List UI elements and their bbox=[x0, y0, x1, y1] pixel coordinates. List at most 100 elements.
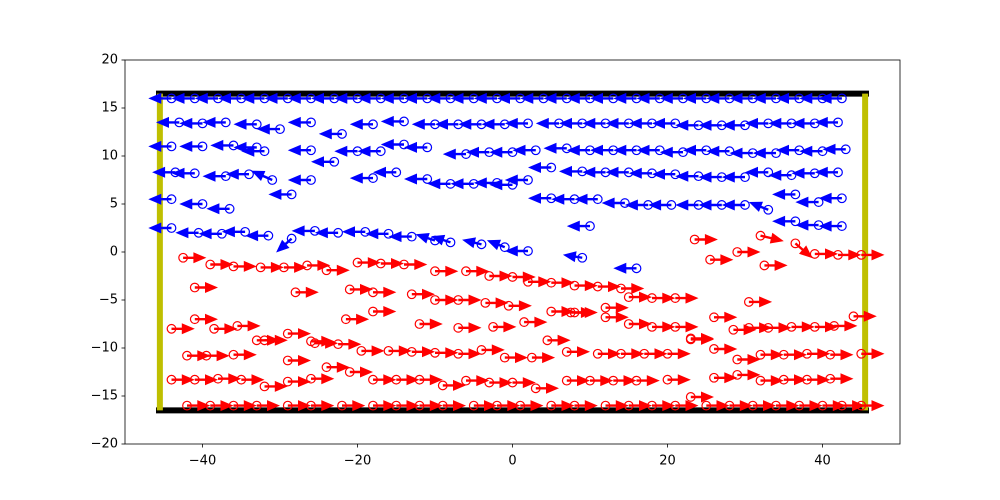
particle bbox=[220, 117, 231, 128]
particle bbox=[813, 197, 824, 207]
velocity-arrow bbox=[830, 373, 854, 385]
velocity-arrow bbox=[218, 92, 242, 104]
velocity-arrow bbox=[214, 323, 238, 335]
particle bbox=[251, 400, 262, 411]
velocity-arrow bbox=[706, 145, 730, 157]
velocity-arrow bbox=[156, 116, 180, 128]
particle bbox=[790, 238, 801, 249]
particle bbox=[507, 272, 518, 282]
velocity-arrow bbox=[795, 219, 819, 231]
velocity-arrow bbox=[241, 374, 265, 386]
y-tick-label: −5 bbox=[99, 293, 118, 308]
particle bbox=[290, 287, 301, 298]
particle bbox=[530, 145, 541, 156]
velocity-arrow bbox=[535, 382, 559, 394]
velocity-arrow bbox=[388, 345, 412, 357]
velocity-arrow bbox=[768, 169, 792, 181]
velocity-arrow bbox=[473, 400, 497, 412]
particle bbox=[685, 334, 696, 345]
velocity-arrow bbox=[489, 270, 513, 282]
velocity-arrow bbox=[752, 400, 776, 412]
velocity-arrow bbox=[427, 92, 451, 104]
velocity-arrow bbox=[245, 230, 269, 242]
particle bbox=[561, 346, 572, 357]
velocity-arrow bbox=[264, 92, 288, 104]
particle bbox=[623, 400, 634, 411]
velocity-arrow bbox=[737, 246, 761, 258]
x-tick-label: 40 bbox=[814, 454, 831, 469]
particle bbox=[503, 300, 514, 311]
particle bbox=[437, 380, 448, 391]
particle bbox=[763, 322, 774, 333]
particle bbox=[368, 400, 378, 411]
velocity-arrow bbox=[694, 234, 718, 245]
particle bbox=[577, 252, 588, 263]
particle bbox=[251, 119, 262, 130]
particle bbox=[755, 230, 766, 241]
particle bbox=[701, 400, 712, 411]
velocity-arrow bbox=[524, 316, 548, 328]
velocity-arrow bbox=[314, 337, 339, 349]
particle bbox=[523, 246, 533, 256]
velocity-arrow bbox=[442, 379, 466, 391]
particle bbox=[406, 346, 417, 357]
velocity-arrow bbox=[481, 344, 505, 356]
particle bbox=[182, 400, 192, 411]
velocity-arrow bbox=[772, 188, 796, 200]
particle bbox=[368, 306, 378, 317]
particle bbox=[585, 221, 595, 231]
y-tick-label: 15 bbox=[101, 101, 118, 116]
particle bbox=[647, 321, 657, 332]
velocity-arrow bbox=[613, 375, 637, 387]
velocity-arrow bbox=[652, 321, 676, 333]
velocity-arrow bbox=[799, 400, 823, 412]
velocity-arrow bbox=[535, 117, 559, 129]
velocity-arrow bbox=[807, 374, 831, 386]
velocity-arrow bbox=[466, 375, 490, 387]
velocity-arrow bbox=[202, 116, 226, 128]
velocity-arrow bbox=[256, 123, 280, 135]
particle bbox=[833, 117, 843, 128]
particle bbox=[825, 373, 836, 384]
velocity-arrow bbox=[760, 232, 784, 244]
particle bbox=[631, 263, 642, 274]
velocity-arrow bbox=[613, 262, 637, 274]
y-tick-label: −15 bbox=[91, 389, 118, 404]
velocity-arrow bbox=[721, 199, 745, 211]
velocity-arrow bbox=[264, 380, 288, 392]
velocity-arrow bbox=[794, 242, 813, 259]
particle bbox=[616, 348, 626, 359]
velocity-arrow bbox=[419, 374, 443, 386]
velocity-arrow bbox=[435, 294, 459, 306]
particle bbox=[178, 252, 189, 263]
particle bbox=[546, 277, 557, 288]
velocity-arrow bbox=[776, 144, 800, 156]
particle bbox=[794, 400, 805, 411]
velocity-arrow bbox=[551, 277, 575, 289]
particle bbox=[344, 284, 355, 295]
velocity-arrow bbox=[818, 192, 842, 204]
particle bbox=[278, 262, 289, 273]
velocity-arrow bbox=[652, 292, 676, 304]
velocity-arrow bbox=[171, 323, 195, 335]
velocity-arrow bbox=[853, 310, 877, 322]
velocity-arrow bbox=[404, 173, 428, 185]
velocity-arrow bbox=[481, 118, 505, 130]
particle bbox=[484, 377, 495, 388]
velocity-arrow bbox=[357, 92, 381, 104]
velocity-arrow bbox=[458, 118, 482, 130]
particle bbox=[306, 373, 316, 384]
y-tick-label: 5 bbox=[110, 197, 118, 212]
particle bbox=[561, 375, 572, 386]
velocity-arrow bbox=[512, 144, 536, 156]
velocity-arrow bbox=[621, 283, 645, 294]
velocity-arrow bbox=[373, 400, 397, 412]
velocity-arrow bbox=[748, 296, 773, 308]
particle bbox=[344, 367, 355, 377]
velocity-arrow bbox=[307, 259, 331, 271]
velocity-arrow bbox=[473, 92, 497, 104]
velocity-arrow bbox=[772, 215, 796, 227]
particle bbox=[825, 349, 836, 360]
velocity-arrow bbox=[590, 92, 614, 104]
